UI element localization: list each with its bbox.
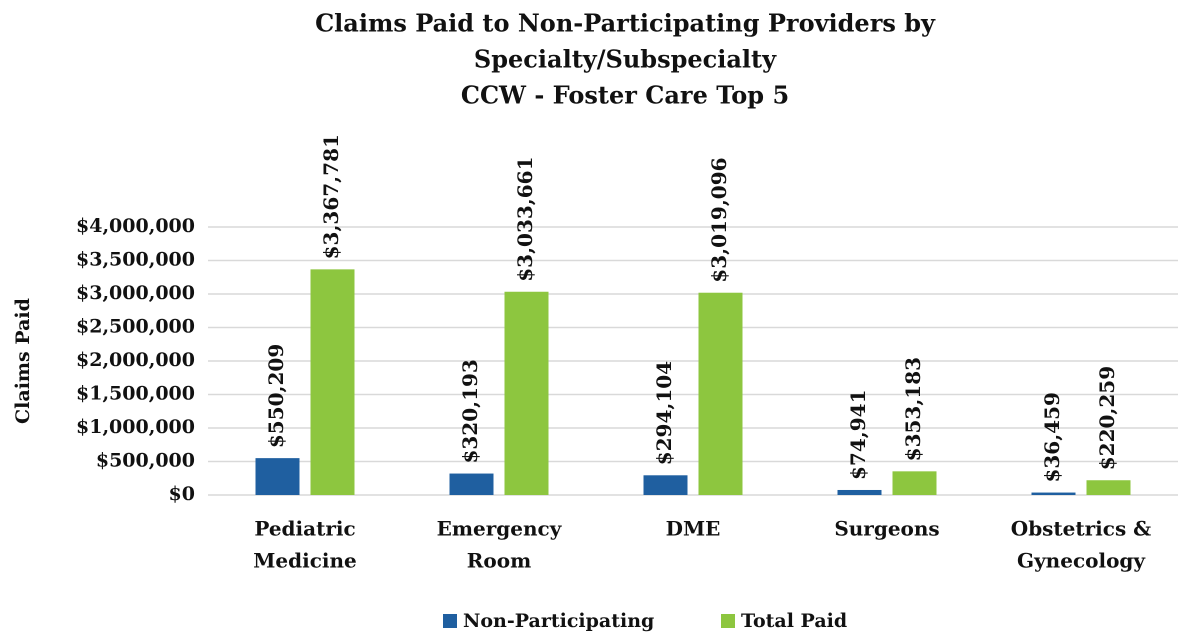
- data-label: $353,183: [901, 357, 925, 461]
- data-label: $294,104: [652, 361, 676, 465]
- bar: [449, 473, 494, 495]
- bar: [698, 292, 743, 495]
- y-tick-label: $4,000,000: [76, 215, 195, 237]
- data-label: $3,019,096: [707, 157, 731, 282]
- x-tick-label: Emergency: [437, 517, 563, 541]
- x-tick-label: Obstetrics &: [1011, 517, 1151, 541]
- y-tick-label: $2,000,000: [76, 349, 195, 371]
- legend-swatch: [721, 614, 735, 628]
- data-label: $550,209: [264, 344, 288, 448]
- y-tick-label: $3,000,000: [76, 282, 195, 304]
- chart-title: Claims Paid to Non-Participating Provide…: [315, 9, 936, 38]
- bar: [892, 471, 937, 495]
- bar: [310, 269, 355, 495]
- data-label: $320,193: [458, 359, 482, 463]
- data-label: $36,459: [1040, 392, 1064, 482]
- data-label: $3,033,661: [513, 156, 537, 281]
- chart-title: CCW - Foster Care Top 5: [461, 81, 789, 110]
- x-tick-label: DME: [666, 517, 721, 541]
- y-tick-label: $0: [169, 483, 195, 505]
- x-tick-label: Gynecology: [1017, 549, 1146, 573]
- y-tick-label: $1,000,000: [76, 416, 195, 438]
- chart-title: Specialty/Subspecialty: [474, 45, 777, 74]
- y-axis-title: Claims Paid: [12, 298, 34, 424]
- legend-swatch: [443, 614, 457, 628]
- data-label: $220,259: [1095, 366, 1119, 470]
- bar: [255, 458, 300, 495]
- data-label: $74,941: [846, 390, 870, 480]
- bar: [1086, 480, 1131, 495]
- x-tick-label: Pediatric: [254, 517, 355, 541]
- y-tick-label: $1,500,000: [76, 383, 195, 405]
- legend-label: Non-Participating: [463, 610, 654, 632]
- bar: [643, 475, 688, 495]
- y-tick-label: $3,500,000: [76, 249, 195, 271]
- bar: [504, 291, 549, 495]
- data-label: $3,367,781: [319, 134, 343, 259]
- x-tick-label: Room: [467, 549, 531, 573]
- legend-label: Total Paid: [741, 610, 847, 632]
- y-tick-label: $2,500,000: [76, 316, 195, 338]
- bar: [837, 489, 882, 495]
- y-tick-label: $500,000: [96, 450, 195, 472]
- bar: [1031, 492, 1076, 495]
- x-tick-label: Medicine: [253, 549, 357, 573]
- x-tick-label: Surgeons: [834, 517, 939, 541]
